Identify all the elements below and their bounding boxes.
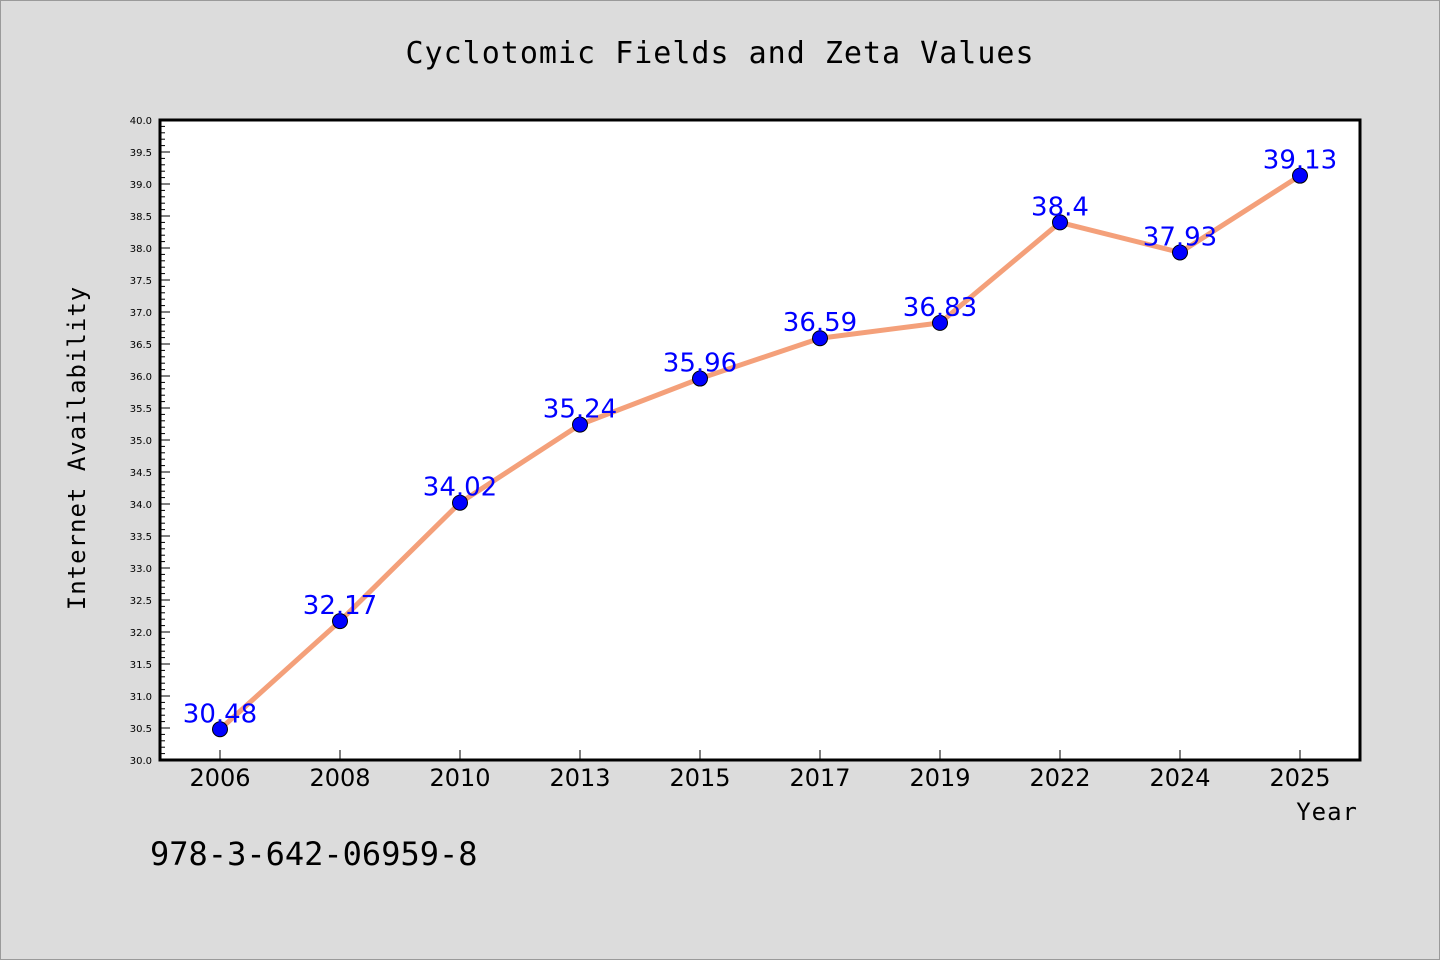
- data-label: 35.24: [543, 395, 617, 425]
- plot-area: [158, 118, 1362, 762]
- data-point: [452, 494, 468, 511]
- y-tick-label: 31.0: [130, 692, 152, 703]
- y-tick-label: 36.0: [130, 372, 152, 383]
- y-tick-label: 34.5: [130, 468, 152, 479]
- data-label: 35.96: [663, 349, 737, 379]
- data-point: [332, 613, 348, 630]
- data-point: [1172, 244, 1188, 261]
- y-tick-label: 35.0: [130, 436, 152, 447]
- y-tick-label: 30.5: [130, 724, 152, 735]
- y-tick-label: 33.0: [130, 564, 152, 575]
- data-label: 36.59: [783, 308, 857, 338]
- data-point: [1292, 167, 1308, 184]
- chart-title: Cyclotomic Fields and Zeta Values: [405, 36, 1034, 71]
- data-point: [812, 330, 828, 347]
- y-tick-label: 37.5: [130, 276, 152, 287]
- y-tick-label: 31.5: [130, 660, 152, 671]
- x-axis-label: Year: [1296, 798, 1358, 826]
- y-tick-label: 40.0: [130, 116, 152, 127]
- x-tick-label: 2013: [549, 764, 610, 792]
- footer-code: 978-3-642-06959-8: [150, 835, 478, 873]
- y-tick-label: 32.5: [130, 596, 152, 607]
- x-axis: 2006 2008 2010 2013 2015 2017 2019 2022 2024 2025: [189, 750, 1331, 792]
- x-tick-label: 2019: [909, 764, 970, 792]
- x-tick-label: 2008: [309, 764, 370, 792]
- data-label: 32.17: [303, 591, 377, 621]
- y-tick-label: 37.0: [130, 308, 152, 319]
- x-tick-label: 2025: [1269, 764, 1330, 792]
- y-tick-label: 36.5: [130, 340, 152, 351]
- y-tick-label: 34.0: [130, 500, 152, 511]
- x-tick-label: 2024: [1149, 764, 1210, 792]
- data-point: [572, 416, 588, 433]
- data-label: 34.02: [423, 473, 497, 503]
- data-point: [212, 721, 228, 738]
- series-group: [212, 167, 1308, 738]
- y-axis-label: Internet Availability: [63, 286, 91, 610]
- x-tick-label: 2010: [429, 764, 490, 792]
- y-tick-label: 39.0: [130, 180, 152, 191]
- x-tick-label: 2017: [789, 764, 850, 792]
- data-label: 38.4: [1031, 192, 1089, 222]
- y-tick-label: 38.5: [130, 212, 152, 223]
- y-tick-label: 39.5: [130, 148, 152, 159]
- y-tick-label: 35.5: [130, 404, 152, 415]
- data-label: 30.48: [183, 699, 257, 729]
- y-tick-label: 38.0: [130, 244, 152, 255]
- data-point: [932, 314, 948, 331]
- y-tick-label: 30.0: [130, 756, 152, 767]
- x-tick-label: 2015: [669, 764, 730, 792]
- data-label: 39.13: [1263, 146, 1337, 176]
- x-tick-label: 2022: [1029, 764, 1090, 792]
- data-point: [692, 370, 708, 387]
- data-labels-group: 30.48 32.17 34.02 35.24 35.96 36.59 36.83 38.4 3…: [183, 146, 1337, 730]
- y-tick-label: 33.5: [130, 532, 152, 543]
- data-label: 37.93: [1143, 222, 1217, 252]
- y-axis: 30.0 30.5 31.0 31.5 32.0 32.5 33.0 33.5 34.0 34.5…: [130, 116, 170, 767]
- data-label: 36.83: [903, 293, 977, 323]
- y-tick-label: 32.0: [130, 628, 152, 639]
- series-line: [217, 173, 1303, 732]
- x-tick-label: 2006: [189, 764, 250, 792]
- data-point: [1052, 214, 1068, 231]
